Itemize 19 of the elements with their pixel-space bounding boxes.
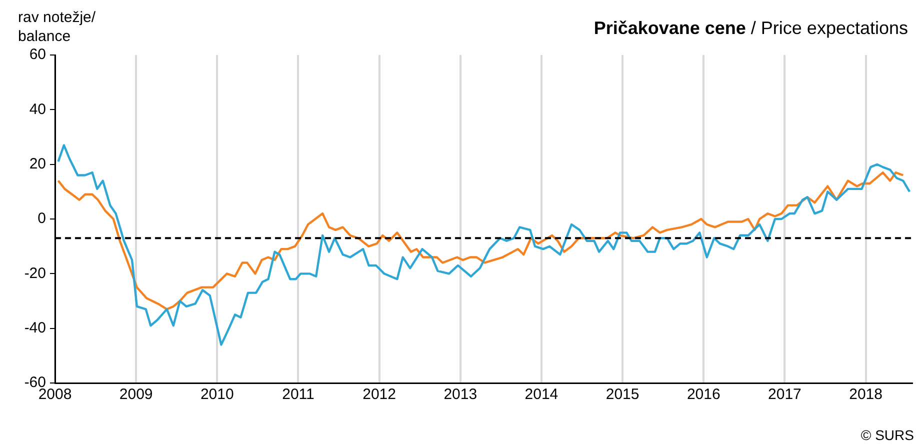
y-tick-label: 60 (29, 46, 46, 64)
y-tick-label: 0 (38, 210, 46, 228)
x-tick-label: 2018 (849, 386, 882, 404)
x-tick-label: 2011 (282, 386, 314, 404)
x-tick-label: 2015 (606, 386, 640, 404)
x-tick-label: 2016 (686, 386, 720, 404)
y-tick-label: 40 (29, 100, 46, 118)
chart-title: Pričakovane cene / Price expectations (594, 18, 908, 39)
x-tick-label: 2012 (362, 386, 396, 404)
x-tick-label: 2014 (524, 386, 558, 404)
x-tick-label: 2013 (444, 386, 478, 404)
x-tick-label: 2010 (200, 386, 234, 404)
y-tick-label: 20 (29, 155, 46, 172)
y-tick-label: -40 (24, 319, 46, 336)
x-tick-label: 2017 (768, 386, 802, 404)
x-tick-label: 2009 (119, 386, 153, 404)
y-tick-label: -20 (24, 264, 46, 282)
y-axis-title: rav notežje/ balance (18, 8, 97, 46)
text: © SURS (860, 427, 914, 443)
